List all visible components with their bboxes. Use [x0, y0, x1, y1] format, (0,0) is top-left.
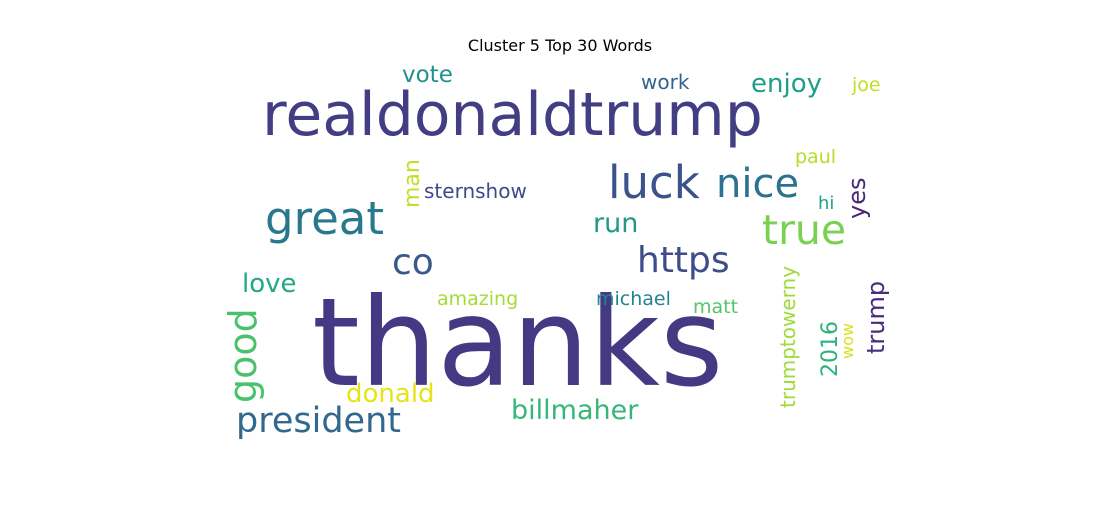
word-luck: luck — [608, 156, 700, 209]
word-yes: yes — [843, 177, 871, 219]
word-work: work — [641, 70, 690, 94]
word-trump: trump — [862, 280, 890, 354]
word-trumptowerny: trumptowerny — [776, 265, 800, 408]
word-hi: hi — [818, 193, 835, 214]
word-nice: nice — [716, 161, 800, 207]
chart-title: Cluster 5 Top 30 Words — [467, 36, 653, 55]
word-man: man — [400, 159, 425, 208]
word-https: https — [637, 240, 730, 281]
word-amazing: amazing — [437, 288, 519, 310]
word-run: run — [593, 208, 639, 239]
word-good: good — [221, 308, 265, 403]
word-sternshow: sternshow — [424, 179, 527, 203]
word-joe: joe — [852, 74, 881, 96]
word-michael: michael — [596, 288, 671, 310]
word-enjoy: enjoy — [751, 69, 822, 99]
word-president: president — [236, 401, 401, 441]
word-wow: wow — [838, 323, 857, 359]
word-matt: matt — [693, 296, 739, 318]
word-paul: paul — [795, 146, 837, 168]
word-true: true — [762, 206, 847, 254]
word-billmaher: billmaher — [511, 395, 639, 426]
word-great: great — [265, 192, 384, 245]
word-donald: donald — [346, 379, 435, 409]
word-love: love — [242, 269, 297, 299]
word-thanks: thanks — [312, 272, 724, 414]
word-realdonaldtrump: realdonaldtrump — [262, 80, 763, 150]
word-co: co — [392, 242, 434, 283]
word-vote: vote — [402, 62, 453, 88]
